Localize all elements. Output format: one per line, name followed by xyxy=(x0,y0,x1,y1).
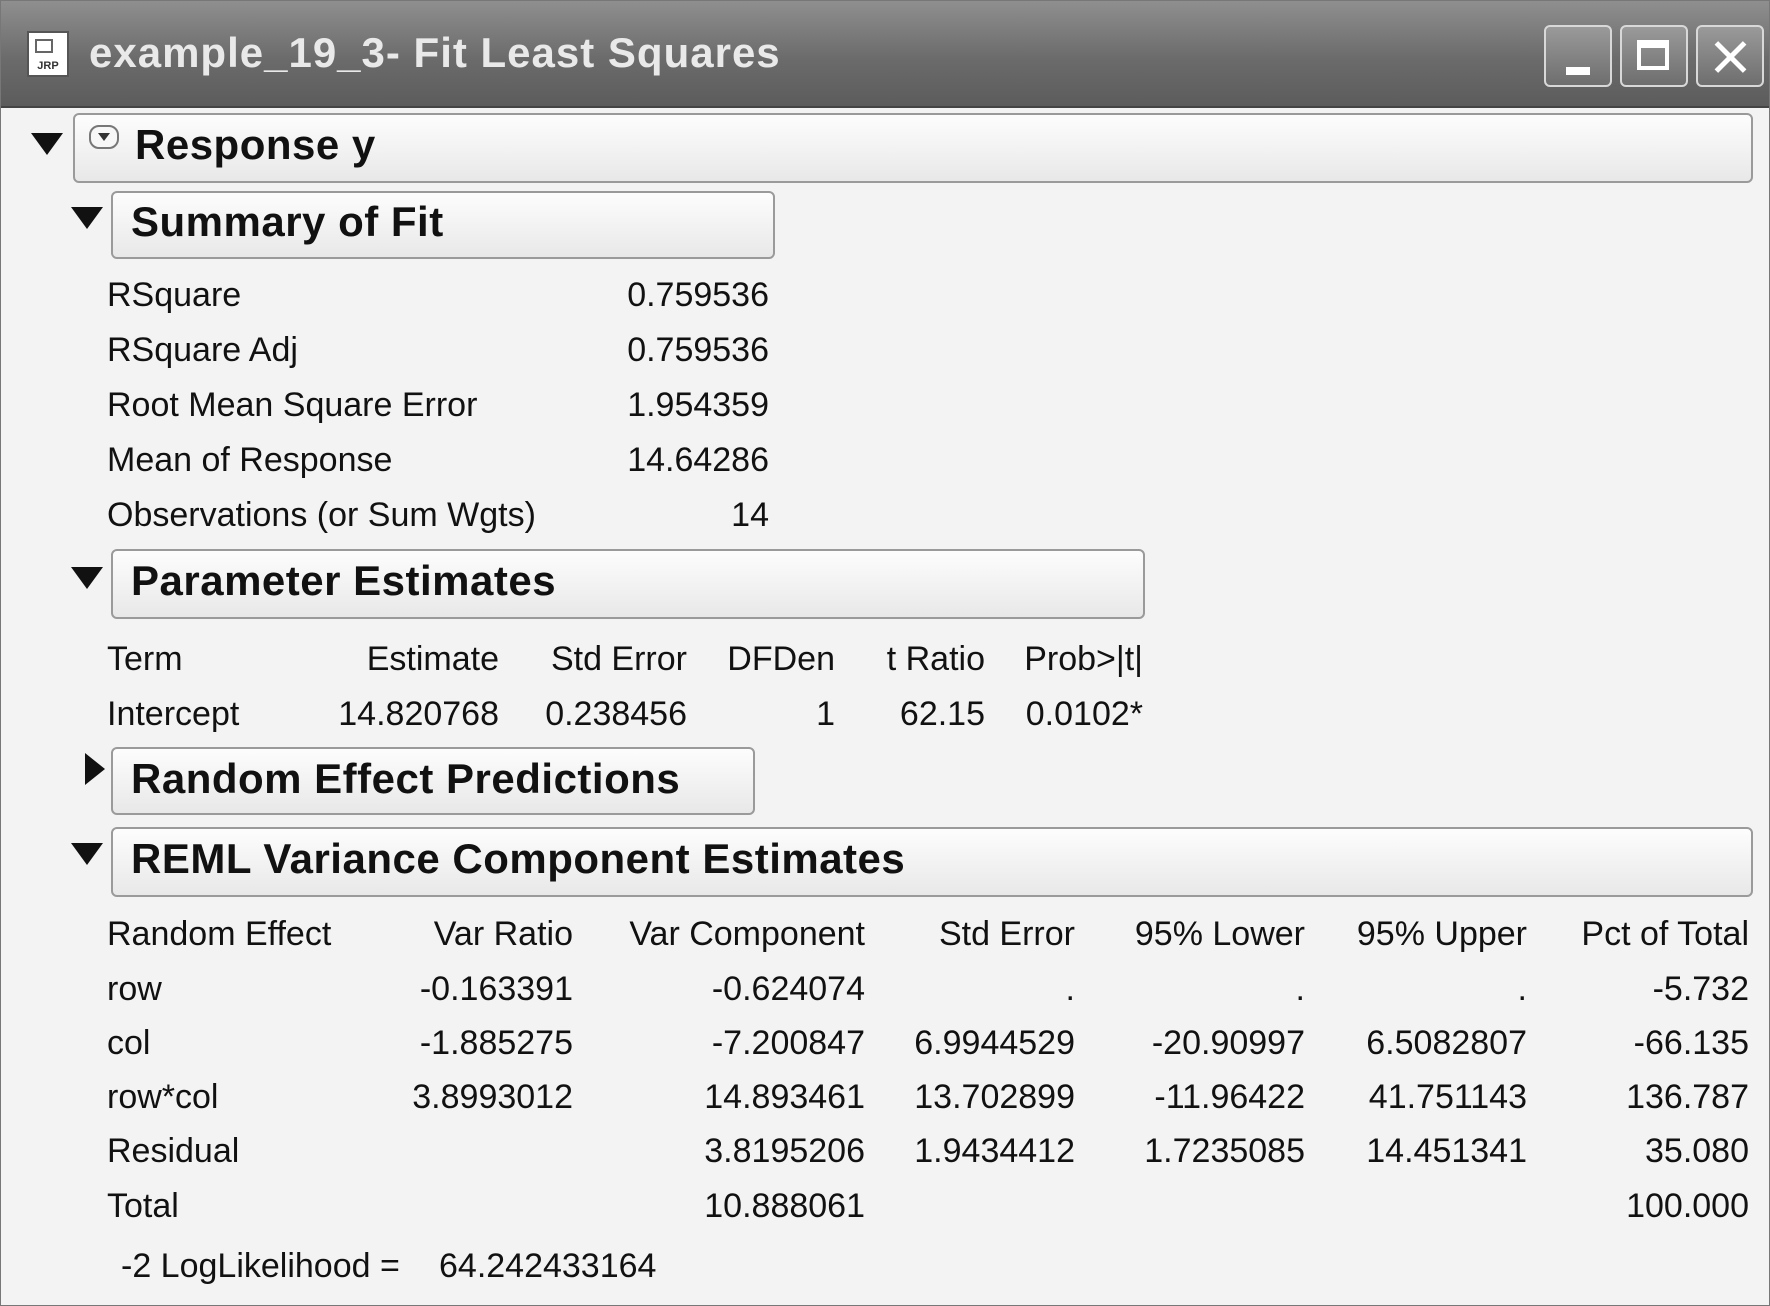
table-cell: 14.820768 xyxy=(338,695,499,733)
random-effect-predictions-header[interactable] xyxy=(111,747,755,815)
table-cell: 100.000 xyxy=(1626,1187,1749,1225)
window-title: example_19_3- Fit Least Squares xyxy=(89,29,781,76)
summary-label: RSquare xyxy=(107,276,242,314)
summary-value: 14 xyxy=(731,496,769,534)
column-header: 95% Upper xyxy=(1356,915,1527,953)
table-cell: -66.135 xyxy=(1633,1024,1749,1062)
table-cell: 62.15 xyxy=(899,695,985,733)
parameter-estimates-disclosure-icon[interactable] xyxy=(71,567,103,589)
table-cell: 3.8993012 xyxy=(412,1078,573,1116)
response-disclosure-icon[interactable] xyxy=(31,133,63,155)
summary-of-fit-header[interactable] xyxy=(111,191,775,259)
red-triangle-menu-icon[interactable] xyxy=(89,125,119,149)
random-effect-predictions-disclosure-icon[interactable] xyxy=(85,753,105,785)
table-cell: -5.732 xyxy=(1652,970,1749,1008)
table-cell: -0.624074 xyxy=(711,970,865,1008)
table-cell: row*col xyxy=(107,1078,219,1116)
column-header: t Ratio xyxy=(886,640,985,678)
random-effect-predictions-title: Random Effect Predictions xyxy=(131,755,681,802)
summary-label: Mean of Response xyxy=(107,441,393,479)
maximize-icon[interactable] xyxy=(1620,25,1688,87)
table-cell: -0.163391 xyxy=(419,970,573,1008)
table-cell: . xyxy=(1517,970,1527,1008)
parameter-estimates-title: Parameter Estimates xyxy=(131,557,557,604)
jmp-report-icon: JRP xyxy=(27,31,69,77)
parameter-estimates-header[interactable] xyxy=(111,549,1145,619)
table-cell: -11.96422 xyxy=(1154,1078,1305,1116)
reml-disclosure-icon[interactable] xyxy=(71,843,103,865)
table-cell: -7.200847 xyxy=(711,1024,865,1062)
table-cell: col xyxy=(107,1024,151,1062)
table-cell: 0.0102* xyxy=(1025,695,1143,733)
summary-label: RSquare Adj xyxy=(107,331,298,369)
close-icon[interactable] xyxy=(1696,25,1764,87)
column-header: Random Effect xyxy=(107,915,332,953)
summary-value: 14.64286 xyxy=(627,441,769,479)
table-cell: 6.9944529 xyxy=(914,1024,1075,1062)
table-cell: 14.893461 xyxy=(704,1078,865,1116)
loglikelihood-label: -2 LogLikelihood = xyxy=(121,1247,400,1285)
column-header: Var Ratio xyxy=(433,915,573,953)
column-header: 95% Lower xyxy=(1134,915,1305,953)
summary-of-fit-title: Summary of Fit xyxy=(131,198,444,245)
table-cell: Total xyxy=(107,1187,179,1225)
table-cell: 35.080 xyxy=(1645,1132,1749,1170)
table-cell: 1 xyxy=(816,695,835,733)
column-header: Term xyxy=(107,640,183,678)
column-header: Estimate xyxy=(366,640,499,678)
reml-title: REML Variance Component Estimates xyxy=(131,835,906,882)
summary-value: 0.759536 xyxy=(627,331,769,369)
column-header: Std Error xyxy=(550,640,687,678)
table-cell: -1.885275 xyxy=(419,1024,573,1062)
loglikelihood-value: 64.242433164 xyxy=(439,1247,657,1285)
response-title: Response y xyxy=(135,121,376,168)
table-cell: -20.90997 xyxy=(1151,1024,1305,1062)
table-cell: . xyxy=(1065,970,1075,1008)
response-header[interactable] xyxy=(73,113,1753,183)
table-cell: 6.5082807 xyxy=(1366,1024,1527,1062)
table-cell: 1.7235085 xyxy=(1144,1132,1305,1170)
table-cell: Intercept xyxy=(107,695,240,733)
summary-value: 1.954359 xyxy=(627,386,769,424)
table-cell: 10.888061 xyxy=(704,1187,865,1225)
column-header: DFDen xyxy=(727,640,835,678)
summary-label: Observations (or Sum Wgts) xyxy=(107,496,536,534)
summary-value: 0.759536 xyxy=(627,276,769,314)
table-cell: 14.451341 xyxy=(1366,1132,1527,1170)
table-cell: 0.238456 xyxy=(545,695,687,733)
table-cell: 41.751143 xyxy=(1368,1078,1527,1116)
table-cell: 1.9434412 xyxy=(914,1132,1075,1170)
table-cell: row xyxy=(107,970,162,1008)
column-header: Std Error xyxy=(938,915,1075,953)
summary-label: Root Mean Square Error xyxy=(107,386,478,424)
column-header: Var Component xyxy=(629,915,865,953)
table-cell: 136.787 xyxy=(1626,1078,1749,1116)
minimize-icon[interactable] xyxy=(1544,25,1612,87)
title-bar[interactable]: JRP example_19_3- Fit Least Squares xyxy=(1,1,1769,108)
table-cell: . xyxy=(1295,970,1305,1008)
summary-of-fit-disclosure-icon[interactable] xyxy=(71,207,103,229)
column-header: Prob>|t| xyxy=(1024,640,1143,678)
column-header: Pct of Total xyxy=(1581,915,1749,953)
table-cell: 13.702899 xyxy=(914,1078,1075,1116)
table-cell: 3.8195206 xyxy=(704,1132,865,1170)
table-cell: Residual xyxy=(107,1132,240,1170)
reml-header[interactable] xyxy=(111,827,1753,897)
